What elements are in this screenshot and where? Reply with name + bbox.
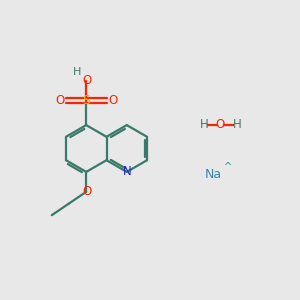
Text: O: O <box>216 118 225 131</box>
Text: ^: ^ <box>224 162 232 172</box>
Text: Na: Na <box>204 167 222 181</box>
Text: H: H <box>232 118 242 131</box>
Text: S: S <box>82 94 90 107</box>
Text: N: N <box>122 165 131 178</box>
Text: O: O <box>108 94 118 107</box>
Text: O: O <box>55 94 64 107</box>
Text: H: H <box>72 67 81 77</box>
Text: H: H <box>200 118 208 131</box>
Text: O: O <box>82 74 92 87</box>
Text: O: O <box>82 185 92 198</box>
